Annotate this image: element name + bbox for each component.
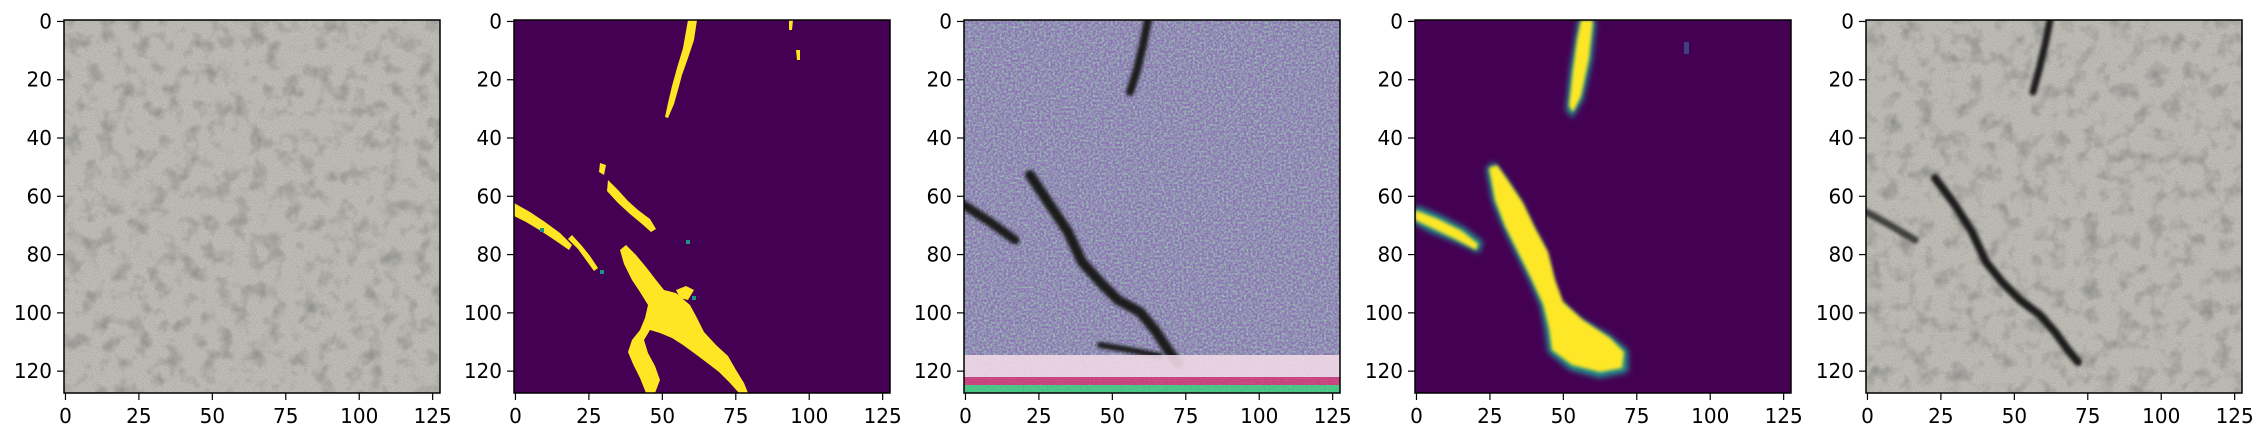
x-tick-label: 125	[414, 404, 452, 428]
axes-frame	[63, 19, 441, 394]
y-tick-label: 40	[1829, 126, 1854, 150]
panel-3-crack-shapes	[964, 20, 1183, 368]
panel-2-crack-shapes	[514, 20, 800, 393]
panel-1-grain	[64, 20, 440, 393]
x-tick-label: 50	[2002, 404, 2027, 428]
x-tick-label: 75	[2075, 404, 2100, 428]
y-tick-label: 20	[27, 68, 52, 92]
y-tick-label: 80	[1378, 243, 1403, 267]
y-tick-label: 40	[927, 126, 952, 150]
x-tick-label: 50	[1551, 404, 1576, 428]
y-tick-label: 20	[1378, 68, 1403, 92]
y-tick-label: 60	[27, 184, 52, 208]
x-tick-label: 75	[273, 404, 298, 428]
y-tick-label: 120	[1365, 359, 1403, 383]
panel-5-axes: 0 25 50 75 100 125 0 20 40 60 80 100 120	[1816, 9, 2254, 428]
y-tick-label: 60	[477, 184, 502, 208]
y-tick-label: 0	[1390, 9, 1403, 33]
y-tick-label: 20	[927, 68, 952, 92]
x-tick-label: 0	[1410, 404, 1423, 428]
x-tick-label: 75	[1173, 404, 1198, 428]
panel-3	[964, 20, 1340, 393]
x-tick-label: 125	[1765, 404, 1803, 428]
x-tick-label: 0	[959, 404, 972, 428]
x-tick-label: 50	[1100, 404, 1125, 428]
y-tick-label: 60	[1378, 184, 1403, 208]
x-tick-label: 75	[723, 404, 748, 428]
y-tick-label: 40	[27, 126, 52, 150]
y-tick-label: 100	[914, 301, 952, 325]
panel-2-crack-edges	[540, 228, 696, 300]
y-tick-label: 120	[914, 359, 952, 383]
y-tick-label: 100	[1365, 301, 1403, 325]
y-tick-label: 20	[1829, 68, 1854, 92]
x-tick-label: 100	[790, 404, 828, 428]
x-tick-label: 125	[1314, 404, 1352, 428]
panel-1-axes: 0 25 50 75 100 125 0 20 40 60 80 100 120	[14, 9, 452, 428]
axes-frame	[513, 19, 891, 394]
y-tick-label: 80	[1829, 243, 1854, 267]
y-tick-label: 120	[14, 359, 52, 383]
y-tick-label: 40	[477, 126, 502, 150]
y-tick-label: 100	[14, 301, 52, 325]
x-tick-label: 125	[864, 404, 902, 428]
x-tick-label: 25	[1477, 404, 1502, 428]
x-tick-label: 125	[2216, 404, 2254, 428]
x-tick-label: 75	[1624, 404, 1649, 428]
y-tick-label: 0	[39, 9, 52, 33]
axes-layer: 0 25 50 75 100 125 0 20 40 60 80 100 120 0 25 50 75 100 12…	[14, 9, 2254, 428]
y-tick-label: 120	[1816, 359, 1854, 383]
x-tick-label: 0	[59, 404, 72, 428]
x-tick-label: 50	[200, 404, 225, 428]
panel-4-axes: 0 25 50 75 100 125 0 20 40 60 80 100 120	[1365, 9, 1803, 428]
y-tick-label: 80	[927, 243, 952, 267]
x-tick-label: 100	[340, 404, 378, 428]
y-tick-label: 60	[927, 184, 952, 208]
panel-5-crack-shapes	[1866, 20, 2082, 366]
axes-frame	[1414, 19, 1792, 394]
x-tick-label: 25	[1928, 404, 1953, 428]
y-tick-label: 80	[477, 243, 502, 267]
panel-4-faint-spot	[1684, 42, 1689, 54]
panel-5	[1866, 20, 2242, 393]
y-tick-label: 0	[939, 9, 952, 33]
y-tick-label: 0	[1841, 9, 1854, 33]
x-tick-label: 0	[1861, 404, 1874, 428]
axes-frame	[1865, 19, 2243, 394]
panel-4-crack-shapes	[1415, 20, 1624, 372]
y-tick-label: 60	[1829, 184, 1854, 208]
panel-3-bottom-artifacts	[964, 355, 1340, 393]
panel-4	[1415, 20, 1791, 393]
x-tick-label: 50	[650, 404, 675, 428]
x-tick-label: 100	[1240, 404, 1278, 428]
y-tick-label: 100	[1816, 301, 1854, 325]
y-tick-label: 80	[27, 243, 52, 267]
y-tick-label: 120	[464, 359, 502, 383]
panel-3-axes: 0 25 50 75 100 125 0 20 40 60 80 100 120	[914, 9, 1352, 428]
axes-frame	[963, 19, 1341, 394]
x-tick-label: 25	[1026, 404, 1051, 428]
y-tick-label: 20	[477, 68, 502, 92]
x-tick-label: 0	[509, 404, 522, 428]
x-tick-label: 25	[576, 404, 601, 428]
panel-4-background	[1415, 20, 1791, 393]
x-tick-label: 25	[126, 404, 151, 428]
panel-2	[514, 20, 890, 393]
x-tick-label: 100	[2142, 404, 2180, 428]
y-tick-label: 0	[489, 9, 502, 33]
panel-1	[64, 20, 440, 393]
y-tick-label: 100	[464, 301, 502, 325]
panel-2-axes: 0 25 50 75 100 125 0 20 40 60 80 100 120	[464, 9, 902, 428]
y-tick-label: 40	[1378, 126, 1403, 150]
x-tick-label: 100	[1691, 404, 1729, 428]
panel-3-grain	[964, 20, 1340, 393]
